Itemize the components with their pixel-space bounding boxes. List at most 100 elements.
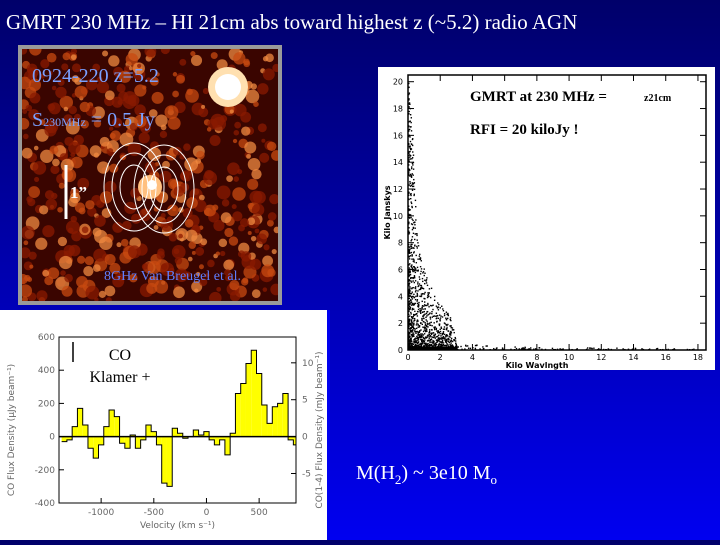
- uv-point: [413, 293, 415, 296]
- uv-point: [425, 279, 428, 281]
- uv-point: [438, 324, 441, 327]
- uv-point: [409, 269, 411, 271]
- uv-point: [474, 344, 477, 347]
- noise-blob: [195, 247, 205, 256]
- uv-point: [428, 322, 430, 325]
- x-tick-label: 16: [661, 353, 671, 362]
- uv-point: [410, 130, 413, 132]
- noise-blob: [22, 49, 28, 55]
- uv-point: [443, 328, 446, 330]
- noise-blob: [112, 117, 123, 128]
- uv-point: [412, 252, 415, 254]
- uv-point: [424, 298, 426, 300]
- noise-blob: [249, 258, 262, 271]
- uv-point: [428, 333, 431, 336]
- uv-point: [408, 82, 410, 85]
- uv-point: [538, 347, 540, 349]
- uv-point: [408, 161, 410, 163]
- noise-blob: [22, 147, 33, 159]
- uv-point: [408, 290, 410, 293]
- uv-point: [412, 164, 414, 166]
- uv-point: [409, 154, 411, 156]
- uv-point: [408, 184, 410, 186]
- noise-blob: [168, 232, 178, 242]
- uv-point: [449, 344, 451, 346]
- uv-point: [427, 304, 429, 306]
- uv-point: [482, 348, 484, 350]
- uv-point: [428, 313, 431, 315]
- uv-point: [417, 341, 420, 343]
- uv-point: [494, 348, 497, 351]
- uv-point: [502, 348, 505, 351]
- uv-point: [423, 320, 425, 323]
- noise-blob: [191, 250, 196, 255]
- noise-blob: [26, 63, 38, 75]
- noise-blob: [141, 263, 149, 270]
- uv-point: [590, 347, 592, 349]
- uv-point: [420, 345, 423, 347]
- uv-point: [432, 345, 435, 347]
- uv-point: [422, 287, 425, 290]
- uv-point: [408, 327, 410, 330]
- uv-point: [634, 348, 637, 350]
- uv-point: [416, 342, 419, 345]
- uv-point: [456, 347, 458, 349]
- uv-point: [408, 275, 410, 278]
- noise-blob: [262, 255, 274, 267]
- uv-point: [415, 332, 417, 335]
- uv-point: [420, 335, 422, 337]
- uv-point: [408, 231, 410, 233]
- uv-point: [438, 331, 440, 333]
- plot-frame: [58, 336, 297, 504]
- uv-point: [440, 345, 442, 348]
- uv-point: [433, 295, 436, 298]
- uv-point: [410, 311, 412, 314]
- uv-point: [410, 148, 412, 151]
- uv-point: [411, 335, 413, 337]
- uv-point: [412, 258, 415, 260]
- noise-blob: [57, 206, 63, 213]
- uv-point: [410, 296, 413, 299]
- uv-point: [453, 339, 456, 342]
- x-axis-label: Kilo Wavlngth: [506, 361, 569, 370]
- noise-blob: [178, 233, 183, 239]
- uv-point: [441, 333, 444, 336]
- uv-point: [409, 328, 411, 330]
- uv-point: [450, 334, 452, 336]
- uv-point: [409, 158, 412, 160]
- noise-blob: [162, 222, 169, 229]
- noise-blob: [50, 165, 60, 175]
- mass-subscript: 2: [394, 472, 402, 487]
- uv-point: [420, 270, 422, 273]
- chart-title-line-2: Klamer +: [90, 369, 151, 386]
- uv-point: [414, 345, 416, 347]
- noise-blob: [210, 52, 218, 60]
- uv-point: [450, 332, 453, 334]
- uv-point: [413, 194, 415, 197]
- noise-blob: [119, 132, 134, 147]
- uv-point: [417, 269, 419, 271]
- noise-blob: [81, 226, 89, 234]
- plot-frame: [407, 74, 707, 351]
- uv-point: [460, 345, 462, 348]
- y-tick-label: -400: [35, 499, 56, 509]
- noise-blob: [118, 70, 132, 83]
- uv-point: [412, 277, 414, 280]
- uv-point: [435, 305, 438, 307]
- noise-blob: [60, 270, 66, 276]
- noise-blob: [251, 169, 262, 180]
- uv-point: [428, 331, 431, 334]
- uv-point: [438, 337, 440, 339]
- uv-point: [412, 151, 414, 153]
- uv-point: [435, 343, 437, 345]
- uv-point: [641, 348, 643, 350]
- noise-blob: [186, 88, 193, 96]
- uv-point: [610, 348, 612, 351]
- uv-point: [421, 277, 424, 280]
- uv-point: [432, 343, 434, 345]
- uv-point: [412, 332, 414, 334]
- uv-point: [423, 327, 426, 329]
- uv-point: [408, 102, 411, 104]
- noise-blob: [245, 89, 260, 104]
- uv-point: [428, 343, 431, 346]
